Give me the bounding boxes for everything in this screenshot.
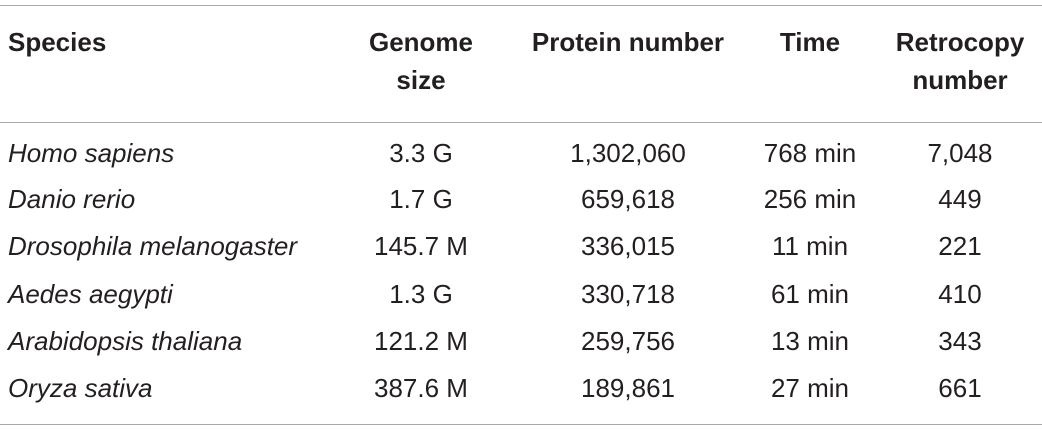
header-cell: Species bbox=[8, 27, 107, 57]
value-cell: 189,861 bbox=[581, 373, 675, 403]
value-cell: 661 bbox=[938, 373, 982, 403]
value-cell: 259,756 bbox=[581, 326, 675, 356]
value-cell: 387.6 M bbox=[374, 373, 468, 403]
value-cell: 7,048 bbox=[927, 138, 993, 168]
value-cell: 449 bbox=[938, 184, 982, 214]
value-cell: 1,302,060 bbox=[570, 138, 686, 168]
species-cell: Danio rerio bbox=[8, 184, 136, 214]
header-cell: Retrocopy number bbox=[895, 27, 1025, 95]
value-cell: 11 min bbox=[771, 231, 849, 261]
value-cell: 121.2 M bbox=[374, 326, 468, 356]
species-cell: Drosophila melanogaster bbox=[8, 231, 298, 261]
header-cell: Time bbox=[779, 27, 841, 57]
value-cell: 768 min bbox=[763, 138, 857, 168]
value-cell: 410 bbox=[938, 279, 982, 309]
species-cell: Arabidopsis thaliana bbox=[8, 326, 243, 356]
top-rule bbox=[0, 5, 1042, 6]
value-cell: 1.3 G bbox=[389, 279, 453, 309]
value-cell: 221 bbox=[938, 231, 982, 261]
species-cell: Aedes aegypti bbox=[8, 279, 173, 309]
species-cell: Oryza sativa bbox=[8, 373, 153, 403]
value-cell: 336,015 bbox=[581, 231, 675, 261]
header-rule bbox=[0, 122, 1042, 123]
value-cell: 659,618 bbox=[581, 184, 675, 214]
value-cell: 13 min bbox=[770, 326, 850, 356]
value-cell: 1.7 G bbox=[389, 184, 453, 214]
value-cell: 330,718 bbox=[581, 279, 675, 309]
value-cell: 3.3 G bbox=[389, 138, 453, 168]
header-cell: Genome size bbox=[368, 27, 474, 95]
bottom-rule bbox=[0, 424, 1042, 425]
value-cell: 256 min bbox=[763, 184, 857, 214]
species-cell: Homo sapiens bbox=[8, 138, 175, 168]
header-cell: Protein number bbox=[531, 27, 725, 57]
value-cell: 343 bbox=[938, 326, 982, 356]
value-cell: 145.7 M bbox=[374, 231, 468, 261]
value-cell: 27 min bbox=[770, 373, 850, 403]
value-cell: 61 min bbox=[770, 279, 850, 309]
